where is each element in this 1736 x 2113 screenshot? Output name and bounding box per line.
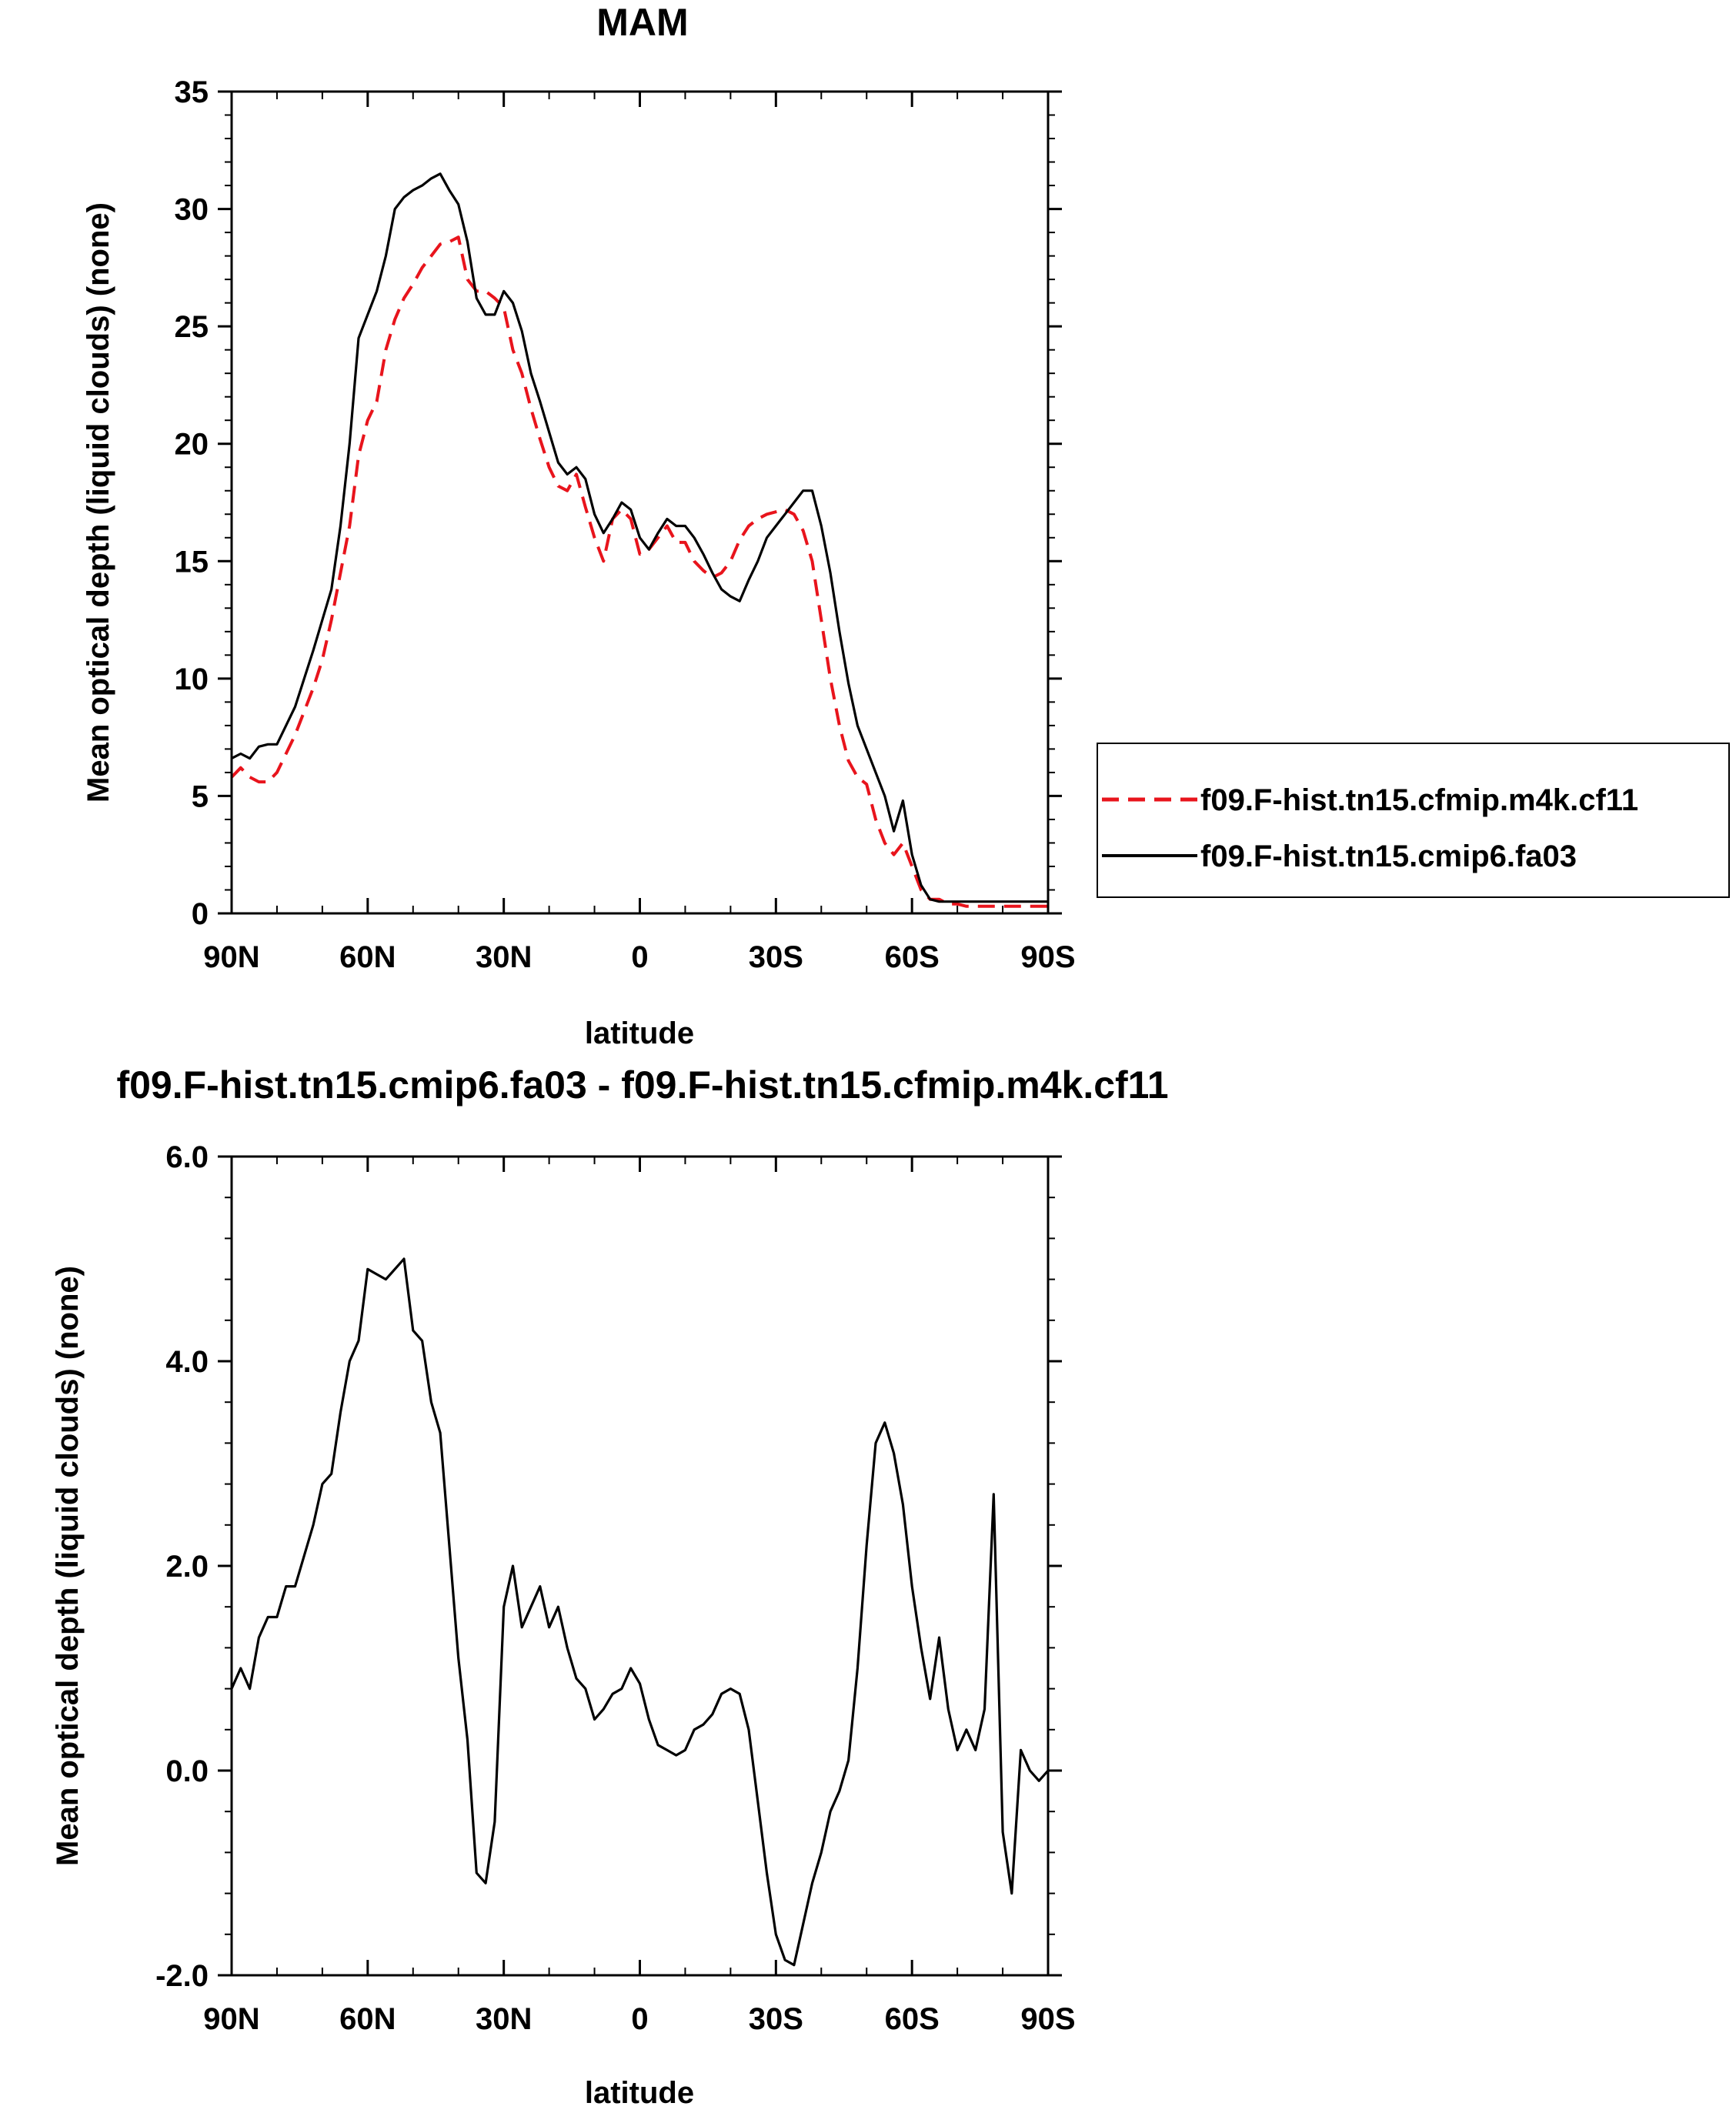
top-series-line-2 xyxy=(231,172,1048,903)
top-x-tick-label: 60S xyxy=(885,940,940,974)
top-y-tick-label: 5 xyxy=(192,779,209,813)
top-x-tick-label: 0 xyxy=(631,940,648,974)
bottom-y-tick-label: 6.0 xyxy=(165,1140,209,1174)
legend-label-cfmip: f09.F-hist.tn15.cfmip.m4k.cf11 xyxy=(1200,783,1638,817)
bottom-x-tick-label: 0 xyxy=(631,2002,648,2036)
top-ticks-group: 90N 60N 30N 0 30S 60S 90S 0 5 10 15 20 25 30 35 xyxy=(175,75,1076,974)
bottom-y-tick-label: 4.0 xyxy=(165,1345,209,1379)
bottom-y-axis-label: Mean optical depth (liquid clouds) (none… xyxy=(51,1266,85,1866)
bottom-x-tick-label: 30S xyxy=(749,2002,803,2036)
legend-label-cmip6: f09.F-hist.tn15.cmip6.fa03 xyxy=(1200,840,1577,873)
bottom-x-tick-label: 90N xyxy=(203,2002,259,2036)
bottom-y-tick-label: 2.0 xyxy=(165,1550,209,1584)
bottom-series-line-1 xyxy=(230,1257,1050,1967)
bottom-y-tick-label: 0.0 xyxy=(165,1754,209,1788)
top-panel: MAM 90N 60N 30N 0 30S 60S 90S 0 5 10 15 20 25 30 35 la… xyxy=(82,1,1076,1050)
bottom-x-axis-label: latitude xyxy=(585,2076,694,2110)
top-y-tick-label: 35 xyxy=(175,75,209,109)
bottom-x-tick-label: 60N xyxy=(339,2002,396,2036)
top-x-tick-label: 90S xyxy=(1020,940,1075,974)
top-x-axis-label: latitude xyxy=(585,1016,694,1050)
bottom-x-tick-label: 90S xyxy=(1020,2002,1075,2036)
top-x-tick-label: 30S xyxy=(749,940,803,974)
bottom-x-tick-label: 30N xyxy=(476,2002,532,2036)
top-y-tick-label: 0 xyxy=(192,897,209,931)
bottom-panel: f09.F-hist.tn15.cmip6.fa03 - f09.F-hist.… xyxy=(51,1063,1169,2110)
top-x-tick-label: 90N xyxy=(203,940,259,974)
bottom-x-tick-label: 60S xyxy=(885,2002,940,2036)
top-y-axis-label: Mean optical depth (liquid clouds) (none… xyxy=(82,202,115,803)
top-x-tick-label: 60N xyxy=(339,940,396,974)
top-chart-title: MAM xyxy=(596,1,688,44)
top-x-tick-label: 30N xyxy=(476,940,532,974)
top-y-tick-label: 15 xyxy=(175,545,209,579)
bottom-chart-title: f09.F-hist.tn15.cmip6.fa03 - f09.F-hist.… xyxy=(116,1063,1168,1107)
top-y-tick-label: 20 xyxy=(175,428,209,462)
bottom-ticks-group: 90N 60N 30N 0 30S 60S 90S -2.0 0.0 2.0 4.0 6.0 xyxy=(155,1140,1076,2036)
top-series-group xyxy=(230,172,1048,908)
legend: f09.F-hist.tn15.cfmip.m4k.cf11 f09.F-his… xyxy=(1097,743,1730,898)
legend-box xyxy=(1097,743,1730,898)
top-y-tick-label: 25 xyxy=(175,310,209,344)
bottom-series-group xyxy=(230,1257,1050,1967)
bottom-plot-frame xyxy=(230,1155,1050,1977)
bottom-y-tick-label: -2.0 xyxy=(155,1959,209,1993)
top-series-line-1 xyxy=(230,235,1048,908)
top-y-tick-label: 10 xyxy=(175,663,209,696)
top-y-tick-label: 30 xyxy=(175,193,209,227)
